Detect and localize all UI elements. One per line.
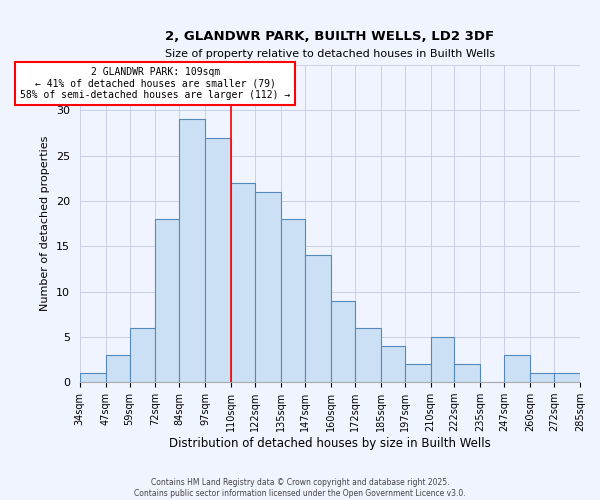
Bar <box>504 355 530 382</box>
Bar <box>305 256 331 382</box>
Bar <box>530 373 554 382</box>
X-axis label: Distribution of detached houses by size in Builth Wells: Distribution of detached houses by size … <box>169 437 491 450</box>
Bar <box>355 328 380 382</box>
Y-axis label: Number of detached properties: Number of detached properties <box>40 136 50 312</box>
Bar <box>281 219 305 382</box>
Bar <box>106 355 130 382</box>
Bar <box>404 364 431 382</box>
Bar <box>231 183 255 382</box>
Bar <box>454 364 481 382</box>
Title: 2, GLANDWR PARK, BUILTH WELLS, LD2 3DF: 2, GLANDWR PARK, BUILTH WELLS, LD2 3DF <box>166 30 494 43</box>
Text: Size of property relative to detached houses in Builth Wells: Size of property relative to detached ho… <box>165 48 495 58</box>
Bar <box>80 373 106 382</box>
Bar <box>130 328 155 382</box>
Bar <box>155 219 179 382</box>
Text: Contains HM Land Registry data © Crown copyright and database right 2025.
Contai: Contains HM Land Registry data © Crown c… <box>134 478 466 498</box>
Bar <box>554 373 580 382</box>
Bar <box>380 346 404 382</box>
Bar <box>431 337 454 382</box>
Text: 2 GLANDWR PARK: 109sqm
← 41% of detached houses are smaller (79)
58% of semi-det: 2 GLANDWR PARK: 109sqm ← 41% of detached… <box>20 67 290 100</box>
Bar <box>205 138 231 382</box>
Bar <box>179 120 205 382</box>
Bar <box>331 300 355 382</box>
Bar <box>255 192 281 382</box>
